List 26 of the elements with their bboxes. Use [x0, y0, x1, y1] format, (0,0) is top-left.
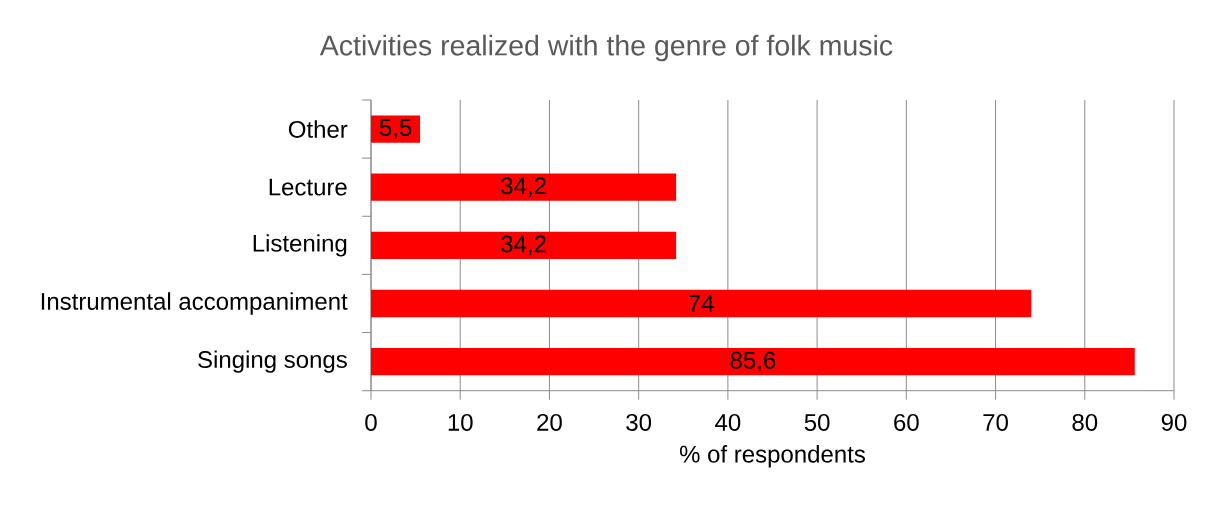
x-tick-label: 90 [1161, 413, 1187, 431]
y-tick-label: Other [288, 120, 348, 138]
y-tick-label: Singing songs [198, 350, 347, 373]
x-axis-title: % of respondents [679, 445, 865, 468]
data-label: 34,2 [501, 177, 546, 198]
x-tick-label: 30 [626, 413, 652, 431]
bar [371, 173, 677, 201]
y-tick-label: Lecture [269, 178, 347, 196]
data-label: 34,2 [501, 235, 546, 256]
x-tick-label: 40 [715, 413, 741, 431]
y-tick-label: Listening [253, 234, 347, 257]
x-tick-label: 0 [365, 413, 377, 431]
x-tick-label: 20 [537, 413, 562, 431]
x-tick-label: 60 [894, 413, 919, 431]
chart-title: Activities realized with the genre of folk music [319, 34, 893, 62]
x-tick-label: 10 [448, 413, 473, 431]
bar [371, 347, 1135, 376]
x-tick-label: 80 [1072, 413, 1098, 431]
x-tick-label: 50 [804, 413, 830, 431]
data-label: 85,6 [730, 351, 776, 372]
x-tick-label: 70 [983, 413, 1008, 431]
bar [371, 289, 1032, 318]
data-label: 74 [689, 295, 714, 312]
bar [371, 231, 677, 260]
data-label: 5,5 [379, 119, 412, 139]
y-tick-label: Instrumental accompaniment [41, 292, 348, 315]
